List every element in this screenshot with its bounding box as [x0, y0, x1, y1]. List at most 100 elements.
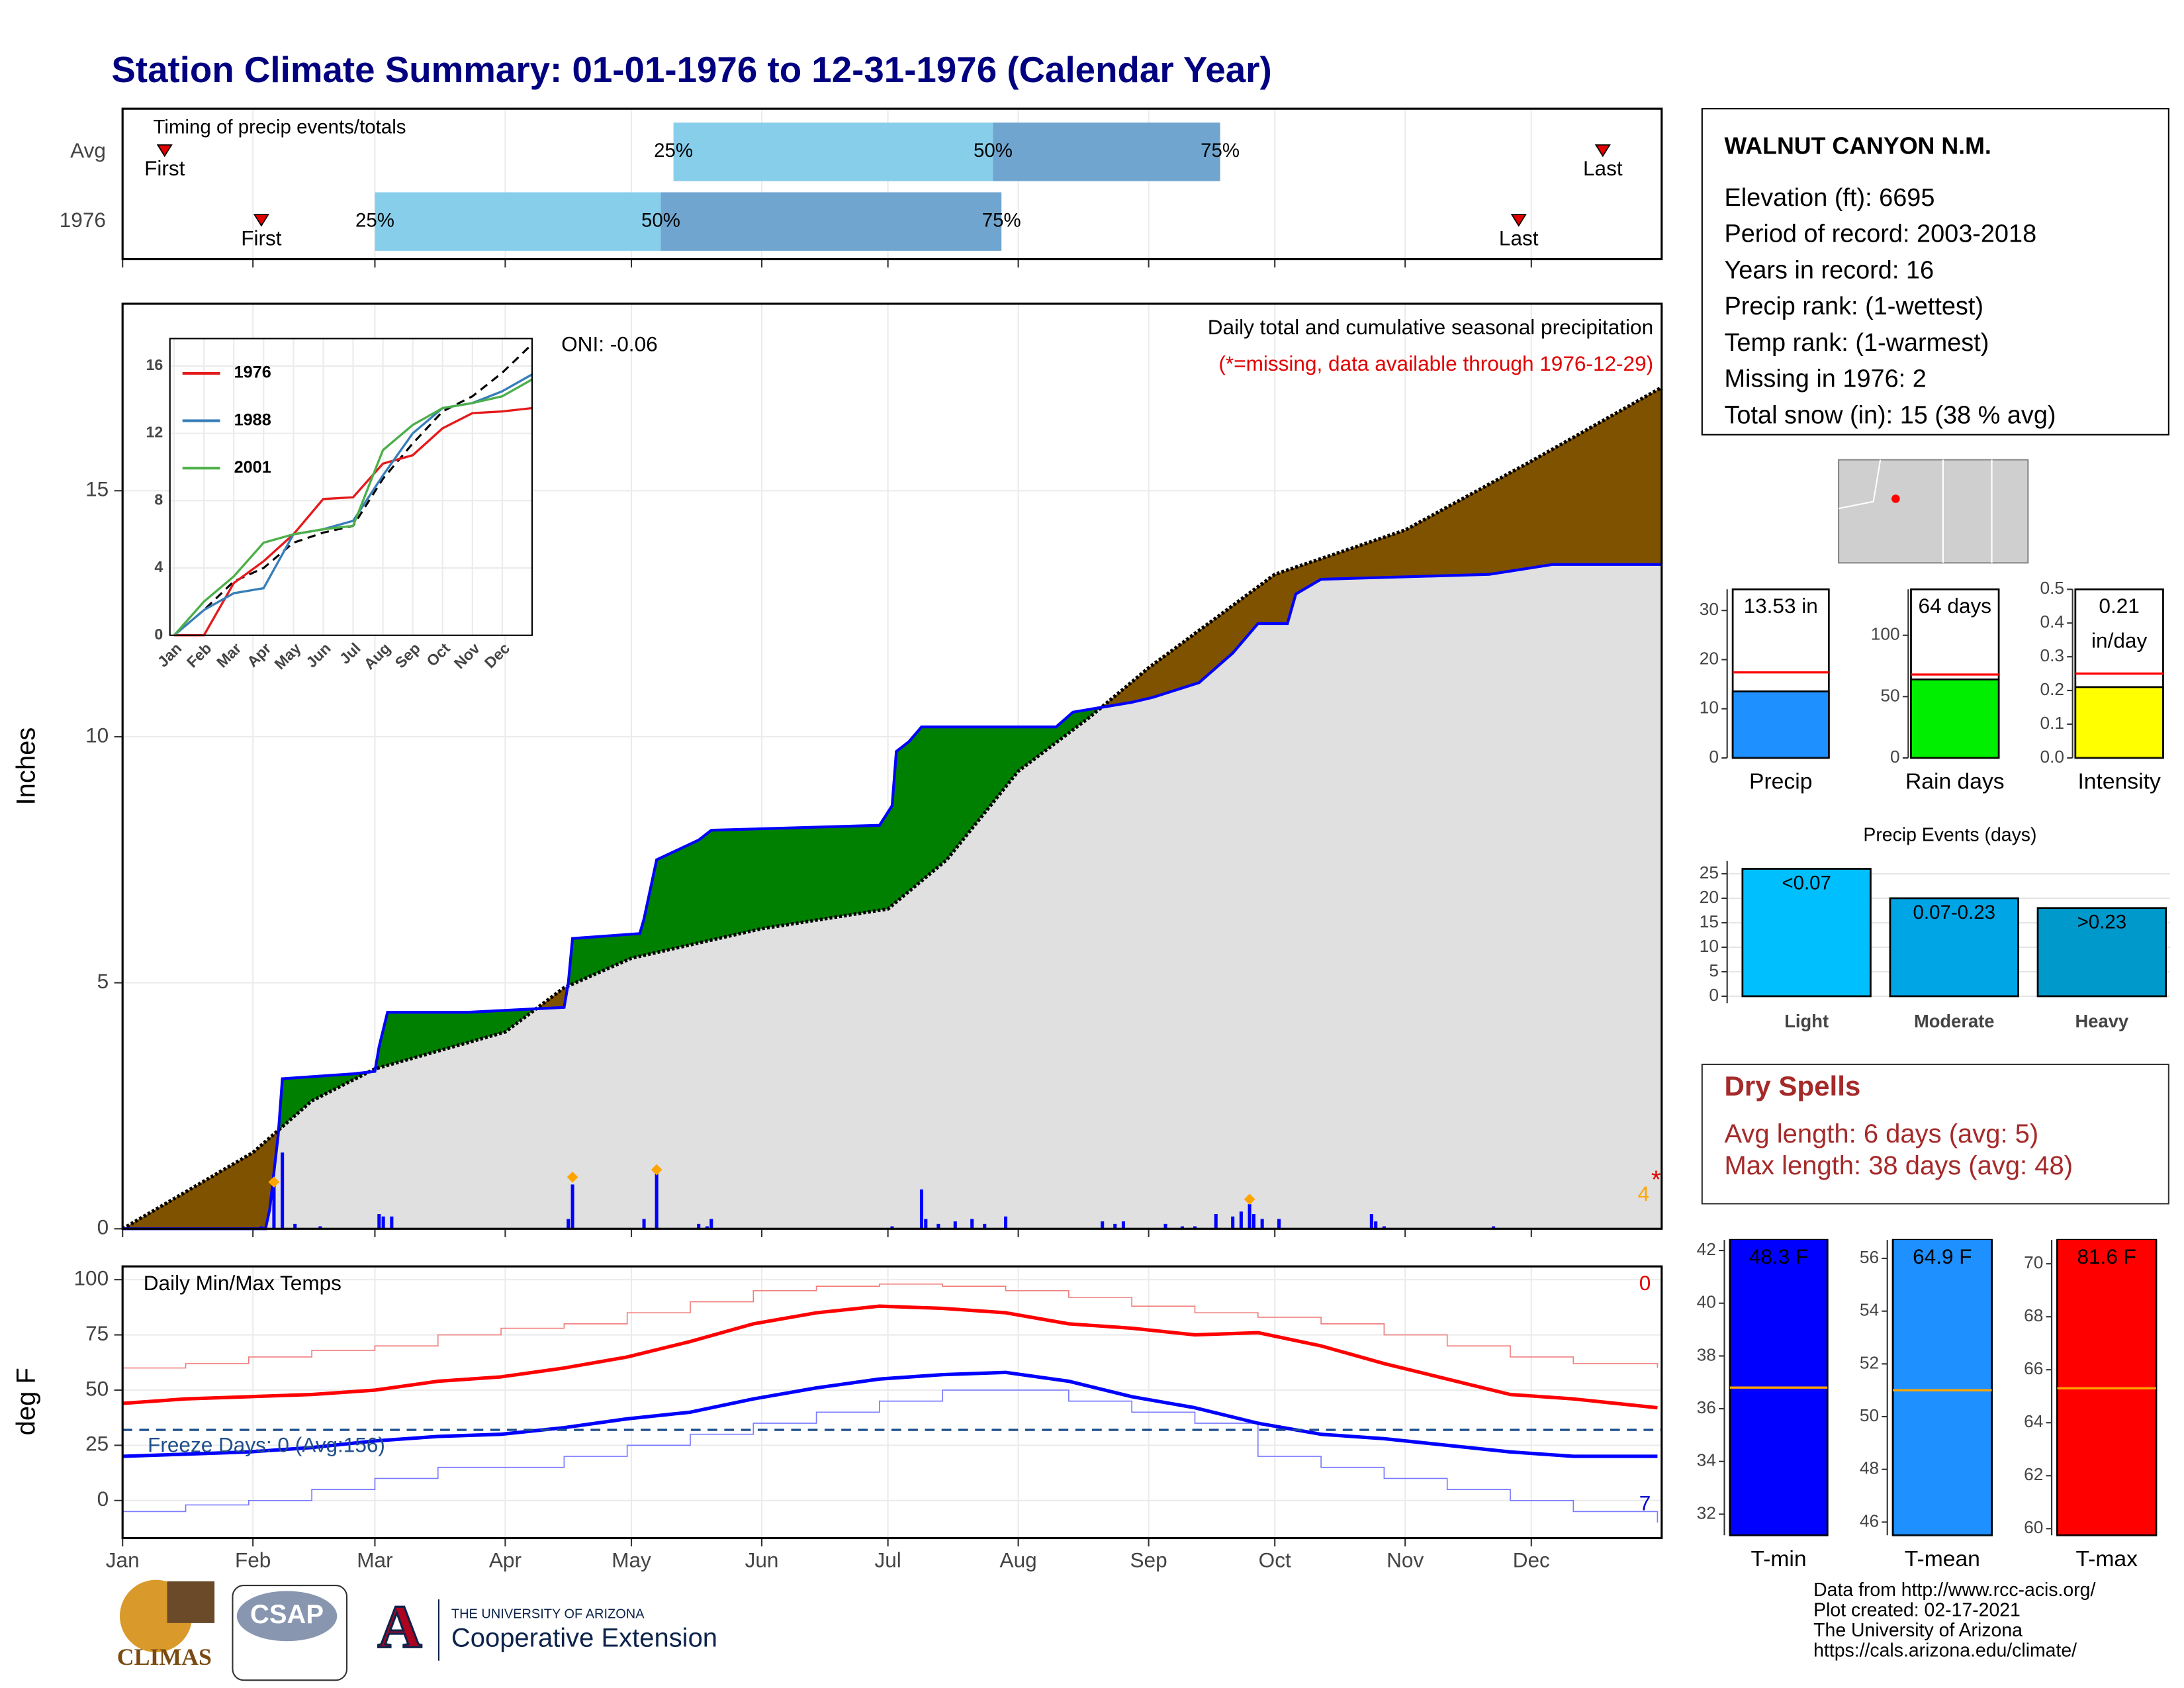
x-label: Light: [1784, 1011, 1829, 1031]
value-label: 64.9 F: [1913, 1244, 1972, 1268]
daily-precip-bar: [983, 1223, 987, 1229]
y-tick-label: 50: [1880, 685, 1899, 705]
x-label: Precip: [1749, 770, 1812, 794]
inset-line: [174, 406, 533, 637]
x-tick-label: Aug: [1000, 1548, 1037, 1572]
event-marker: [253, 214, 269, 227]
row-label: Avg: [70, 138, 106, 162]
y-tick-label: 32: [1697, 1503, 1716, 1523]
daily-precip-bar: [642, 1219, 646, 1229]
events-title: Precip Events (days): [1863, 824, 2036, 845]
event-label: First: [241, 226, 282, 250]
y-tick-label: 52: [1860, 1352, 1879, 1372]
inset-panel: [169, 338, 532, 635]
daily-precip-bar: [567, 1219, 570, 1229]
x-tick-label: Nov: [1387, 1548, 1424, 1572]
credit-line: Plot created: 02-17-2021: [1813, 1599, 2021, 1620]
y-tick-label: 16: [146, 356, 163, 373]
inset-line: [173, 378, 533, 636]
dry-spell-title: Dry Spells: [1724, 1070, 1860, 1102]
temp-frame: [121, 1265, 1663, 1540]
daily-precip-bar: [281, 1152, 285, 1229]
csap-cloud: [236, 1591, 338, 1642]
daily-precip-bar: [890, 1226, 894, 1229]
missing-marker: *: [1651, 1166, 1661, 1194]
base-fill: [122, 564, 1662, 1229]
y-tick-label: 10: [1700, 936, 1719, 956]
quartile-label: 25%: [355, 209, 394, 231]
daily-precip-bar: [390, 1216, 394, 1229]
chart-note-missing: (*=missing, data available through 1976-…: [1218, 352, 1653, 375]
bar: [1731, 690, 1830, 758]
ua-mark: A: [378, 1593, 422, 1661]
x-tick-label: Oct: [1259, 1548, 1291, 1572]
y-tick-label: 0: [97, 1487, 109, 1511]
bar: [1891, 1240, 1993, 1536]
y-tick-label: 0: [154, 626, 163, 643]
daily-precip-bar: [1374, 1221, 1378, 1229]
daily-precip-bar: [924, 1219, 928, 1229]
row-label: 1976: [60, 208, 106, 232]
quartile-label: 50%: [641, 209, 680, 231]
x-tick-label: Sep: [1130, 1548, 1167, 1572]
cold-count: 7: [1639, 1491, 1651, 1515]
credit-line: Data from http://www.rcc-acis.org/: [1813, 1579, 2095, 1601]
x-tick-label: Jan: [106, 1548, 140, 1572]
y-tick-label: 54: [1860, 1300, 1879, 1320]
event-marker: [1594, 144, 1611, 158]
x-label: Moderate: [1914, 1011, 1995, 1031]
y-tick-label: 0.4: [2040, 612, 2064, 632]
legend-label: 1976: [234, 363, 271, 382]
daily-precip-bar: [1004, 1216, 1008, 1229]
bar: [1889, 897, 2019, 998]
y-tick-label: 20: [1700, 887, 1719, 907]
climas-text: CLIMAS: [117, 1644, 212, 1670]
bar: [1741, 868, 1872, 998]
station-box: [1701, 108, 2169, 436]
quartile-bar: [660, 192, 1002, 251]
daily-precip-bar: [1260, 1219, 1264, 1229]
event-diamond: [567, 1171, 578, 1183]
station-line: Elevation (ft): 6695: [1724, 184, 1934, 212]
hot-count: 0: [1639, 1271, 1651, 1295]
y-tick-label: 30: [1700, 599, 1719, 619]
y-tick-label: 0: [1709, 985, 1719, 1005]
y-tick-label: 0: [1709, 747, 1719, 767]
daily-precip-bar: [1101, 1221, 1105, 1229]
dry-spell-line: Max length: 38 days (avg: 48): [1724, 1151, 2073, 1180]
y-tick-label: 66: [2024, 1358, 2043, 1378]
y-tick-label: 10: [85, 723, 109, 747]
daily-precip-bar: [1180, 1226, 1184, 1229]
range-label: 0.07-0.23: [1913, 902, 1995, 923]
value-label: 81.6 F: [2077, 1244, 2136, 1268]
daily-precip-bar: [1121, 1221, 1125, 1229]
x-label: Heavy: [2075, 1011, 2129, 1031]
daily-temp-line: [122, 1389, 1659, 1523]
station-line: Years in record: 16: [1724, 256, 1934, 284]
x-tick-label: Feb: [235, 1548, 271, 1572]
y-tick-label: 75: [85, 1321, 109, 1345]
credit-line: The University of Arizona: [1813, 1620, 2023, 1641]
quartile-label: 25%: [654, 140, 693, 162]
x-tick-label: Jun: [745, 1548, 779, 1572]
value-label: 0.21: [2099, 594, 2139, 618]
ua-name: THE UNIVERSITY OF ARIZONA: [451, 1607, 645, 1622]
daily-precip-bar: [697, 1223, 701, 1229]
y-tick-label: 0.2: [2040, 679, 2064, 699]
y-tick-label: 0.1: [2040, 713, 2064, 733]
y-tick-label: 38: [1697, 1344, 1716, 1364]
y-axis-title: deg F: [12, 1368, 41, 1435]
y-tick-label: 50: [1860, 1405, 1879, 1425]
x-tick-label: Apr: [489, 1548, 522, 1572]
daily-precip-bar: [272, 1184, 276, 1229]
y-tick-label: 34: [1697, 1450, 1716, 1470]
quartile-bar: [993, 122, 1220, 181]
quartile-bar: [673, 122, 993, 181]
range-label: >0.23: [2077, 912, 2127, 933]
daily-precip-bar: [1239, 1211, 1243, 1229]
average-temp-line: [122, 1304, 1658, 1410]
y-tick-label: 15: [85, 477, 109, 501]
y-tick-label: 100: [1871, 624, 1900, 644]
quartile-label: 75%: [982, 209, 1021, 231]
